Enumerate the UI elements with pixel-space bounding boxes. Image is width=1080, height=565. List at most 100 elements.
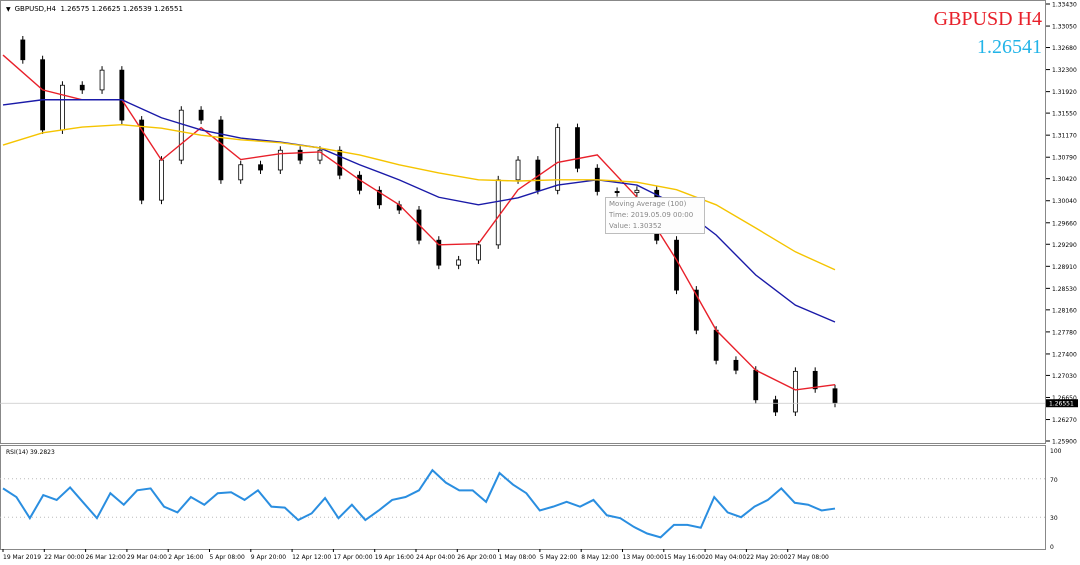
time-tick-label: 8 May 12:00	[581, 554, 619, 561]
time-tick-label: 5 May 22:00	[540, 554, 578, 561]
time-tick-label: 2 Apr 16:00	[168, 554, 203, 561]
chart-header: ▼ GBPUSD,H4 1.26575 1.26625 1.26539 1.265…	[6, 5, 183, 13]
time-tick-label: 5 Apr 08:00	[210, 554, 245, 561]
price-pane	[0, 0, 1046, 444]
price-tick-label: 1.30040	[1052, 198, 1077, 205]
price-tick-label: 1.28530	[1052, 286, 1077, 293]
time-tick-label: 22 May 20:00	[746, 554, 787, 561]
price-tick-label: 1.26270	[1052, 417, 1077, 424]
candle-body	[238, 164, 244, 181]
time-tick-label: 26 Apr 20:00	[457, 554, 496, 561]
symbol-timeframe: GBPUSD,H4	[14, 5, 56, 13]
current-price-box	[1046, 399, 1078, 408]
tooltip-title: Moving Average (100)	[609, 200, 687, 208]
price-tick-label: 1.27030	[1052, 373, 1077, 380]
candle-body	[792, 370, 798, 413]
candle-body	[277, 149, 283, 171]
rsi-line	[2, 468, 836, 539]
moving-average-line-1	[2, 54, 836, 391]
time-tick-label: 9 Apr 20:00	[251, 554, 286, 561]
current-price-label: 1.26551	[1049, 401, 1074, 408]
candle-body	[614, 191, 620, 194]
time-tick-label: 27 May 08:00	[788, 554, 829, 561]
current-price: 1.26551	[0, 399, 1078, 408]
time-tick-label: 22 Mar 00:00	[44, 554, 84, 561]
rsi-line-path	[2, 468, 836, 539]
candle-body	[634, 189, 640, 194]
candle-body	[555, 127, 561, 191]
price-tick-label: 1.31170	[1052, 133, 1077, 140]
price-tick-label: 1.27400	[1052, 351, 1077, 358]
rsi-axis: 100 70 30 0	[0, 448, 1062, 551]
time-tick-label: 26 Mar 12:00	[86, 554, 126, 561]
candle-body	[476, 244, 481, 261]
price-tick-label: 1.29660	[1052, 220, 1077, 227]
price-tick-label: 1.33050	[1052, 24, 1077, 31]
price-tick-label: 1.31920	[1052, 89, 1077, 96]
rsi-label: RSI(14) 39.2823	[6, 449, 55, 456]
rsi-tick-label: 100	[1050, 448, 1062, 455]
candle-body	[753, 369, 759, 401]
candle-body	[139, 119, 145, 201]
price-tick-label: 1.28160	[1052, 307, 1077, 314]
candle-body	[40, 59, 46, 131]
time-tick-label: 12 Apr 12:00	[292, 554, 331, 561]
symbol-title: GBPUSD H4	[933, 8, 1042, 30]
time-tick-label: 1 May 08:00	[499, 554, 537, 561]
rsi-tick-label: 30	[1050, 515, 1058, 522]
price-tick-label: 1.32300	[1052, 67, 1077, 74]
rsi-tick-label: 0	[1050, 544, 1054, 551]
candle-body	[575, 127, 580, 169]
price-tick-label: 1.31550	[1052, 111, 1077, 118]
candle-body	[297, 149, 303, 161]
time-tick-label: 29 Mar 04:00	[127, 554, 167, 561]
bid-price: 1.26541	[977, 36, 1042, 58]
tooltip-value: Value: 1.30352	[609, 222, 662, 230]
ohlc-values: 1.26575 1.26625 1.26539 1.26551	[60, 5, 183, 13]
price-tick-label: 1.30420	[1052, 176, 1077, 183]
time-axis: 19 Mar 2019 22 Mar 00:00 26 Mar 12:00 29 Ma…	[2, 549, 829, 561]
price-axis: 1.33430 1.33050 1.32680 1.32300 1.31920 1.315…	[1046, 2, 1077, 446]
price-tick-label: 1.27780	[1052, 329, 1077, 336]
candle-body	[436, 239, 442, 266]
candle-body	[515, 159, 521, 181]
price-tick-label: 1.32680	[1052, 45, 1077, 52]
candle-body	[79, 84, 85, 91]
time-tick-label: 19 Apr 16:00	[375, 554, 414, 561]
candle-body	[832, 388, 838, 404]
candle-body	[733, 359, 739, 371]
candle-body	[674, 239, 679, 291]
candle-body	[218, 119, 224, 181]
rsi-tick-label: 70	[1050, 477, 1058, 484]
candle-body	[60, 84, 65, 131]
candle-body	[99, 69, 105, 91]
candle-body	[693, 289, 699, 331]
candle-body	[258, 164, 263, 171]
candle-body	[456, 259, 462, 266]
candle-body	[376, 189, 382, 206]
price-tick-label: 1.26650	[1052, 395, 1077, 402]
price-tick-label: 1.29290	[1052, 242, 1077, 249]
candle-body	[337, 149, 343, 176]
candle-body	[159, 159, 164, 201]
triangle-down-icon[interactable]: ▼	[6, 6, 11, 13]
candle-body	[495, 179, 501, 246]
candle-body	[178, 109, 184, 161]
price-tick-label: 1.28910	[1052, 264, 1077, 271]
candle-body	[198, 109, 204, 121]
candle-body	[119, 69, 125, 121]
candle-body	[317, 149, 323, 161]
rsi-pane	[0, 445, 1046, 550]
ma-tooltip: Moving Average (100) Time: 2019.05.09 00…	[605, 197, 705, 234]
time-tick-label: 19 Mar 2019	[3, 554, 41, 561]
time-tick-label: 13 May 00:00	[623, 554, 664, 561]
candle-body	[773, 399, 778, 413]
price-tick-label: 1.25900	[1052, 439, 1077, 446]
time-tick-label: 17 Apr 00:00	[333, 554, 372, 561]
candle-body	[713, 329, 719, 361]
candle-body	[20, 39, 26, 61]
time-tick-label: 24 Apr 04:00	[416, 554, 455, 561]
time-tick-label: 15 May 16:00	[664, 554, 705, 561]
candle-body	[357, 174, 362, 191]
